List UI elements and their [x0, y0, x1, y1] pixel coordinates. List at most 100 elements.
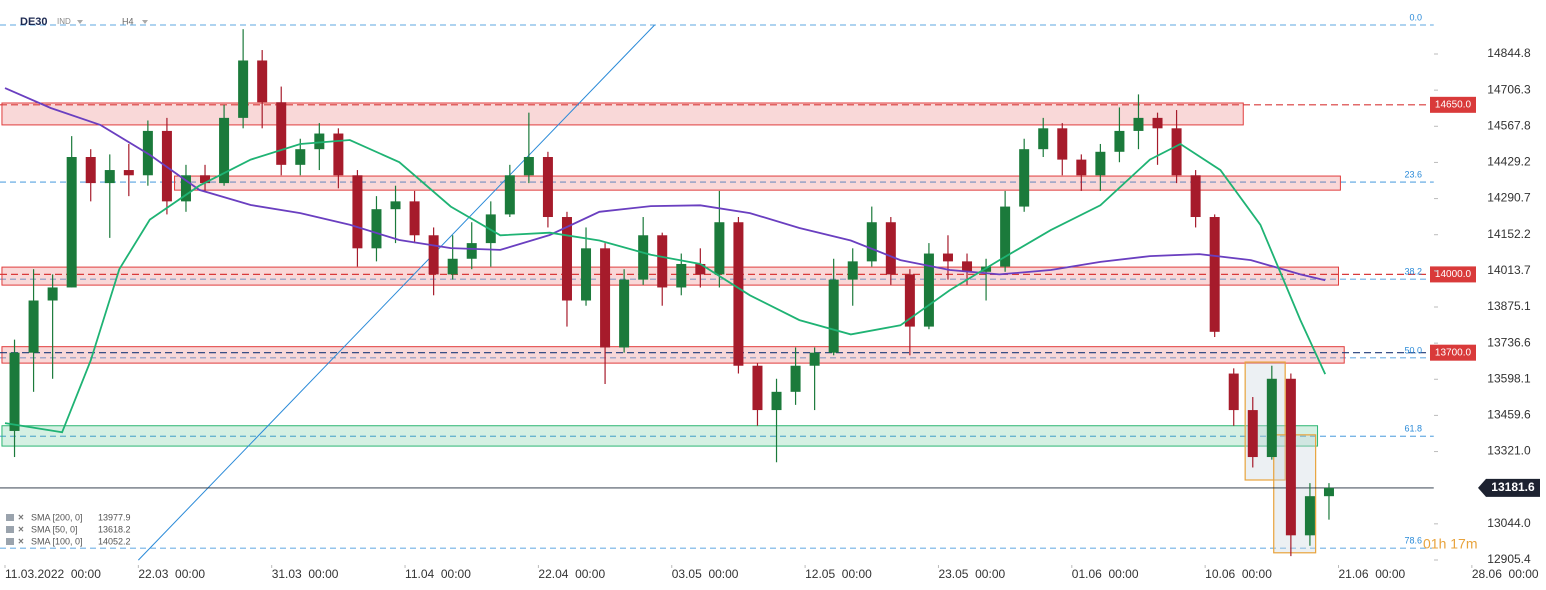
level-label: 14650.0 — [1435, 99, 1472, 110]
level-label: 13700.0 — [1435, 347, 1472, 358]
candle-body — [847, 261, 858, 280]
candle-body — [1019, 149, 1030, 207]
candle-body — [866, 222, 877, 262]
candle-body — [1076, 159, 1087, 176]
zone — [1, 102, 1244, 126]
candle-body — [676, 263, 687, 288]
candle-body — [9, 352, 20, 431]
y-tick-label: 14013.7 — [1487, 263, 1531, 277]
interval[interactable]: H4 — [122, 16, 134, 26]
legend-name: SMA [200, 0] — [31, 512, 83, 522]
candle-body — [828, 279, 839, 353]
sma-line — [4, 87, 1326, 282]
x-tick-label: 22.03 00:00 — [138, 567, 205, 581]
plot-area — [0, 24, 1434, 561]
candle-body — [714, 222, 725, 275]
y-tick-label: 14429.2 — [1487, 155, 1531, 169]
candle-body — [600, 248, 611, 348]
trendline — [137, 24, 655, 561]
candle-body — [428, 235, 439, 275]
legend-close: × — [18, 513, 24, 524]
legend-value: 13618.2 — [98, 524, 131, 534]
candle-body — [466, 243, 477, 259]
candle-body — [1304, 496, 1315, 536]
x-tick-label: 23.05 00:00 — [938, 567, 1005, 581]
candle-body — [752, 365, 763, 411]
x-tick-label: 22.04 00:00 — [538, 567, 605, 581]
candle-body — [1000, 206, 1011, 267]
candle-body — [1171, 128, 1182, 176]
candle-body — [923, 253, 934, 327]
candle-body — [1152, 117, 1163, 129]
y-tick-label: 13598.1 — [1487, 371, 1531, 385]
candle-body — [276, 102, 287, 165]
candle-body — [695, 263, 706, 275]
candle-body — [523, 157, 534, 176]
candle-body — [1323, 487, 1334, 497]
candle-body — [295, 149, 306, 165]
candle-body — [771, 391, 782, 411]
dropdown-arrow[interactable] — [142, 20, 148, 24]
legend-name: SMA [100, 0] — [31, 536, 83, 546]
legend-icon[interactable] — [6, 538, 14, 545]
y-tick-label: 13044.0 — [1487, 516, 1531, 530]
legend-value: 14052.2 — [98, 536, 131, 546]
candle-body — [1133, 117, 1144, 131]
y-tick-label: 14152.2 — [1487, 227, 1531, 241]
candle-body — [542, 157, 553, 218]
candle-body — [885, 222, 896, 275]
y-tick-label: 13875.1 — [1487, 299, 1531, 313]
candle-body — [904, 274, 915, 327]
overlay: 0.0 23.6 38.2 50.0 61.8 78.6 14650.0 14000.0 137… — [4, 12, 1540, 581]
zone — [1, 346, 1345, 364]
y-tick-label: 14290.7 — [1487, 191, 1531, 205]
zone — [174, 175, 1341, 191]
symbol[interactable]: DE30 — [20, 16, 48, 28]
candle-body — [619, 279, 630, 348]
legend-close: × — [18, 537, 24, 548]
candle-body — [180, 175, 191, 202]
x-tick-label: 01.06 00:00 — [1072, 567, 1139, 581]
x-tick-label: 21.06 00:00 — [1339, 567, 1406, 581]
candle-body — [561, 217, 572, 301]
y-tick-label: 14567.8 — [1487, 118, 1531, 132]
y-tick-label: 13459.6 — [1487, 408, 1531, 422]
candle-body — [1209, 217, 1220, 332]
candle-body — [1114, 130, 1125, 152]
candle-body — [314, 133, 325, 150]
last-price-label: 13181.6 — [1491, 480, 1535, 494]
fib-label: 50.0 — [1404, 345, 1422, 355]
zone — [1, 266, 1339, 286]
candle-body — [809, 352, 820, 366]
dropdown-arrow[interactable] — [77, 20, 83, 24]
legend-name: SMA [50, 0] — [31, 524, 78, 534]
instrument-type[interactable]: IND — [57, 17, 71, 26]
candle-body — [66, 157, 77, 288]
candle-body — [257, 60, 268, 103]
candle-body — [1190, 175, 1201, 218]
x-tick-label: 31.03 00:00 — [272, 567, 339, 581]
candle-body — [123, 170, 134, 176]
candle-body — [371, 209, 382, 249]
candle-body — [638, 235, 649, 280]
candle-body — [447, 258, 458, 275]
y-tick-label: 14706.3 — [1487, 82, 1531, 96]
sma-line — [4, 139, 1327, 434]
legend-icon[interactable] — [6, 514, 14, 521]
fib-label: 38.2 — [1404, 266, 1422, 276]
candle-body — [352, 175, 363, 249]
level-tag — [1430, 96, 1476, 113]
candle-body — [390, 201, 401, 210]
legend-close: × — [18, 525, 24, 536]
candle-body — [200, 175, 211, 184]
candle-body — [657, 235, 668, 288]
y-tick-label: 13736.6 — [1487, 335, 1531, 349]
level-label: 14000.0 — [1435, 269, 1472, 280]
candle-body — [790, 365, 801, 392]
legend-icon[interactable] — [6, 526, 14, 533]
candle-body — [409, 201, 420, 236]
candle-body — [1228, 373, 1239, 411]
fib-label: 0.0 — [1409, 12, 1422, 22]
